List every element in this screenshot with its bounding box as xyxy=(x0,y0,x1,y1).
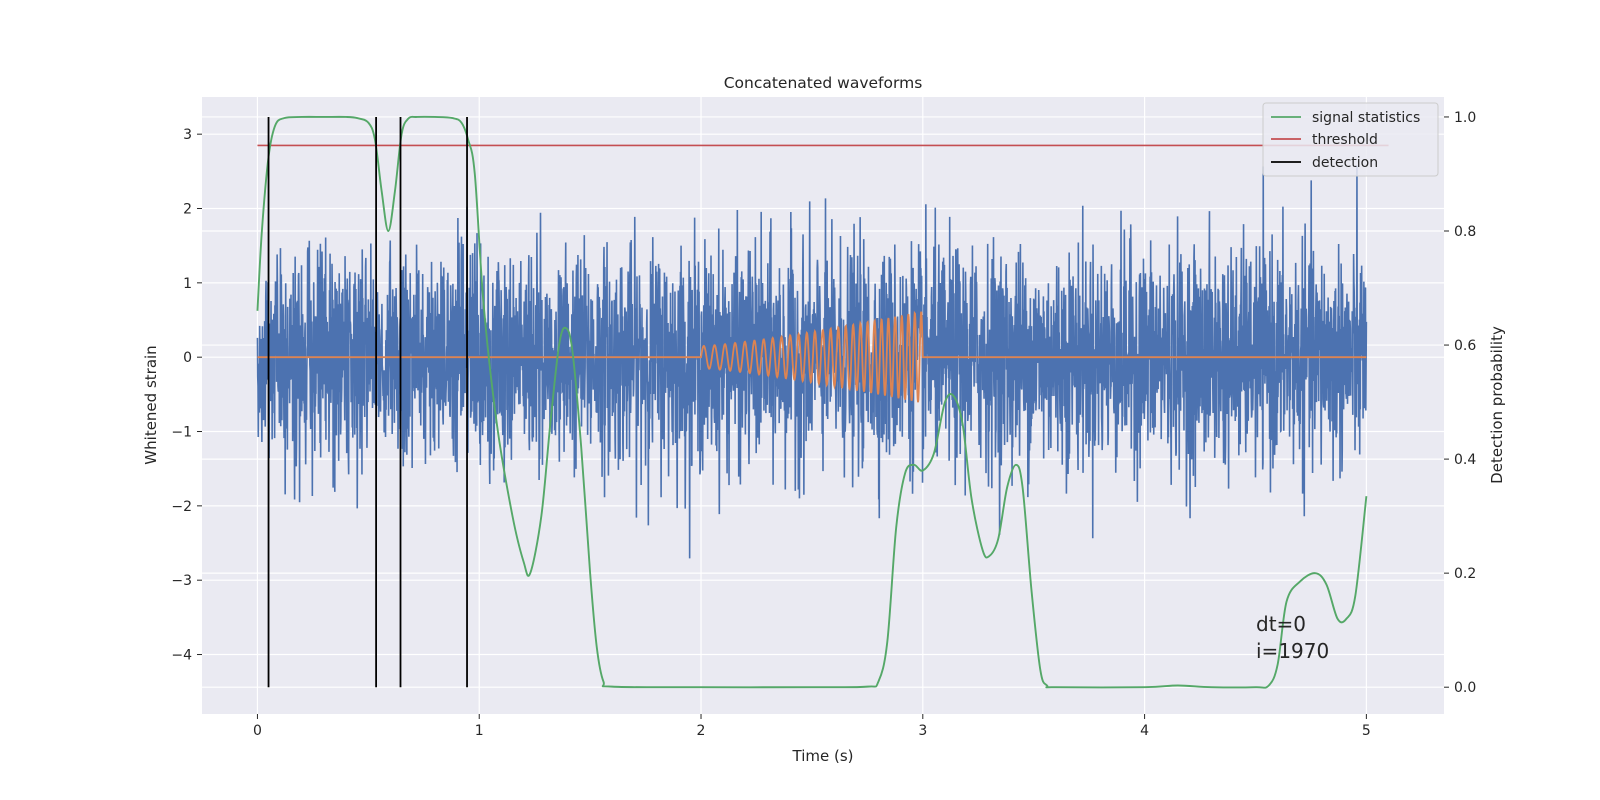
x-tick-label: 1 xyxy=(475,723,484,739)
legend-label-threshold: threshold xyxy=(1312,132,1378,148)
y-right-tick-label: 0.0 xyxy=(1454,680,1476,696)
y-left-tick-label: 2 xyxy=(183,202,192,218)
y-right-tick-label: 0.8 xyxy=(1454,224,1476,240)
y-left-tick-label: −2 xyxy=(171,499,192,515)
x-tick-label: 3 xyxy=(918,723,927,739)
y-right-tick-label: 1.0 xyxy=(1454,110,1476,126)
y-left-tick-label: −1 xyxy=(171,425,192,441)
series-line-signal-statistics xyxy=(256,115,1368,689)
annotation-i: i=1970 xyxy=(1256,639,1329,663)
legend-label-detection: detection xyxy=(1312,155,1378,171)
plot-area xyxy=(256,115,1389,689)
x-tick-label: 4 xyxy=(1140,723,1149,739)
x-tick-label: 0 xyxy=(253,723,262,739)
y-axis-label-left: Whitened strain xyxy=(142,345,160,464)
y-left-tick-label: −3 xyxy=(171,573,192,589)
legend: signal statistics threshold detection xyxy=(1262,102,1439,177)
annotation-dt: dt=0 xyxy=(1256,612,1306,636)
y-left-tick-label: 0 xyxy=(183,350,192,366)
y-right-tick-label: 0.4 xyxy=(1454,452,1476,468)
y-left-tick-label: 3 xyxy=(183,127,192,143)
x-tick-label: 2 xyxy=(697,723,706,739)
legend-box xyxy=(1262,102,1439,177)
x-axis-label: Time (s) xyxy=(792,747,854,765)
legend-label-signal-statistics: signal statistics xyxy=(1312,110,1420,126)
axes: 0 1 2 3 4 5 3 2 1 0 −1 −2 −3 −4 1.0 0.8 0.6 0.4 0.2 0.0 xyxy=(171,110,1476,739)
series-line-injected-waveform xyxy=(257,310,1367,403)
y-left-tick-label: −4 xyxy=(171,648,192,664)
y-axis-label-right: Detection probability xyxy=(1488,326,1506,484)
y-right-tick-label: 0.6 xyxy=(1454,338,1476,354)
x-tick-label: 5 xyxy=(1362,723,1371,739)
y-left-tick-label: 1 xyxy=(183,276,192,292)
y-right-tick-label: 0.2 xyxy=(1454,566,1476,582)
chart-title: Concatenated waveforms xyxy=(724,74,923,92)
